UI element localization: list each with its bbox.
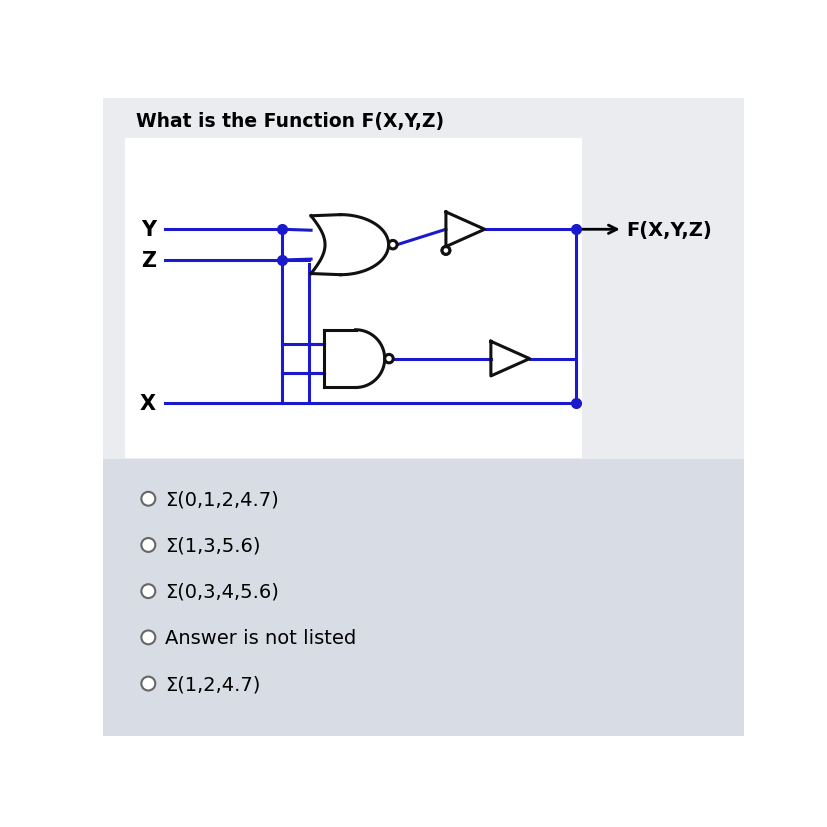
Circle shape — [141, 538, 155, 552]
Text: Σ(0,3,4,5.6): Σ(0,3,4,5.6) — [165, 582, 280, 601]
Circle shape — [141, 585, 155, 599]
Circle shape — [385, 355, 393, 363]
Bar — [125, 139, 582, 458]
Circle shape — [442, 247, 450, 255]
Text: Y: Y — [141, 220, 156, 240]
Circle shape — [141, 492, 155, 506]
Text: F(X,Y,Z): F(X,Y,Z) — [627, 221, 712, 240]
Circle shape — [389, 241, 397, 250]
Text: X: X — [140, 393, 156, 413]
Text: Σ(1,2,4.7): Σ(1,2,4.7) — [165, 674, 261, 693]
Text: Σ(0,1,2,4.7): Σ(0,1,2,4.7) — [165, 490, 280, 509]
Text: Σ(1,3,5.6): Σ(1,3,5.6) — [165, 536, 261, 555]
Text: Answer is not listed: Answer is not listed — [165, 628, 356, 647]
Circle shape — [141, 676, 155, 691]
Bar — [103, 459, 744, 736]
Circle shape — [442, 247, 450, 255]
Text: What is the Function F(X,Y,Z): What is the Function F(X,Y,Z) — [136, 112, 444, 131]
Text: Z: Z — [141, 251, 156, 270]
Circle shape — [141, 631, 155, 644]
